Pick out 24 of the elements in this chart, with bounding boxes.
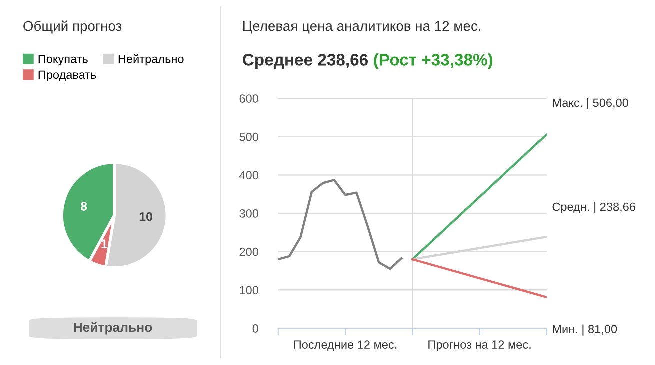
data-label: 10 bbox=[140, 212, 152, 222]
text: Макс. | 506,00 bbox=[553, 98, 628, 110]
chart-title: Общий прогноз bbox=[24, 20, 122, 34]
x-tick-label: Последние 12 мес. bbox=[294, 340, 397, 352]
text: (Рост +33,38%) bbox=[374, 54, 493, 70]
legend-label: Нейтрально bbox=[118, 54, 184, 66]
text: Средн. | 238,66 bbox=[552, 202, 636, 214]
x-tick-label: Прогноз на 12 мес. bbox=[428, 340, 531, 352]
y-tick-label: 0 bbox=[252, 324, 258, 333]
y-tick-label: 200 bbox=[240, 248, 258, 256]
chart-title: Целевая цена аналитиков на 12 мес. bbox=[243, 21, 480, 34]
data-label: 1 bbox=[102, 240, 108, 248]
data-label: 8 bbox=[80, 202, 88, 211]
y-tick-label: 400 bbox=[240, 171, 258, 180]
y-tick-label: 600 bbox=[240, 94, 258, 103]
chart-subtitle: Среднее 238,66 bbox=[243, 54, 368, 70]
legend-label: Покупать bbox=[38, 55, 88, 66]
text: Нейтрально bbox=[74, 322, 152, 335]
line-series bbox=[278, 179, 403, 270]
y-tick-label: 300 bbox=[240, 210, 258, 218]
y-tick-label: 500 bbox=[240, 132, 258, 142]
legend-label: Продавать bbox=[38, 70, 96, 82]
text: Мин. | 81,00 bbox=[553, 324, 618, 336]
y-tick-label: 100 bbox=[240, 286, 258, 295]
